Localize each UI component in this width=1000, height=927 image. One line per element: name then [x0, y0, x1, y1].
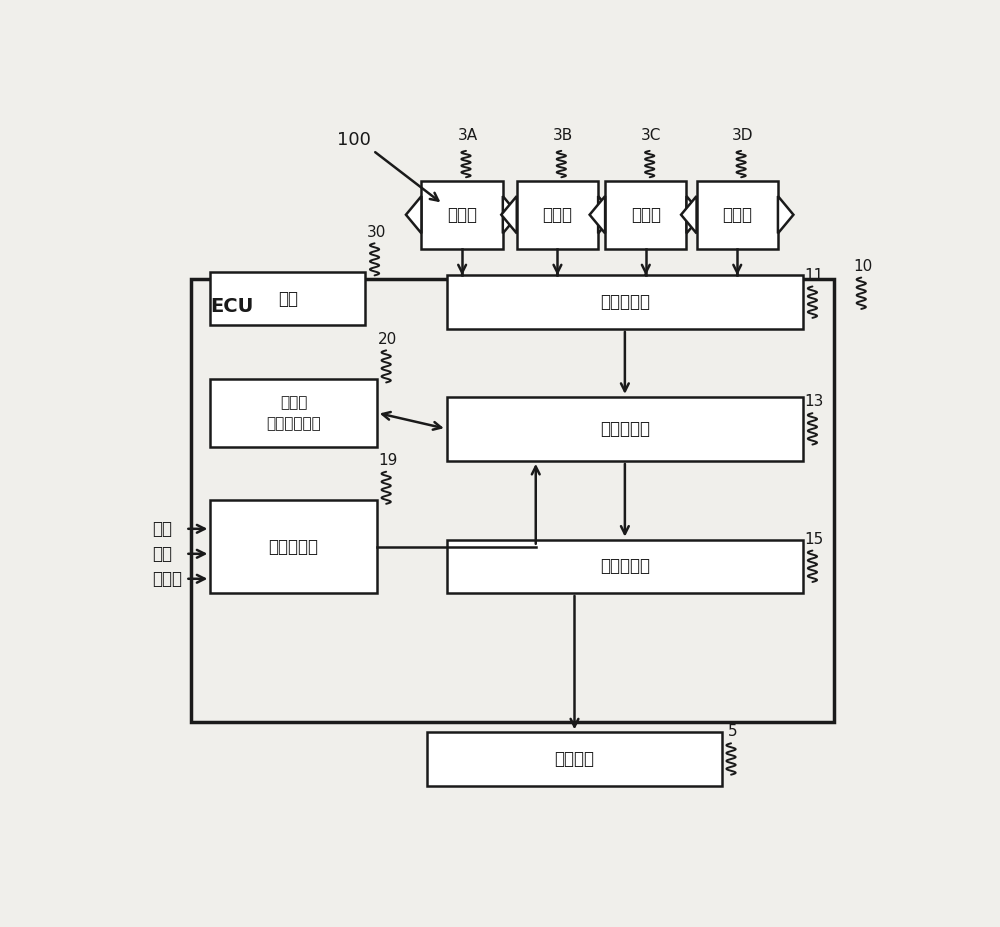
Polygon shape: [598, 197, 614, 234]
Bar: [210, 501, 377, 593]
Text: 20: 20: [378, 332, 397, 347]
Text: 3A: 3A: [457, 128, 478, 143]
Bar: [427, 732, 722, 786]
Text: 电源: 电源: [278, 289, 298, 308]
Text: 右相机: 右相机: [542, 206, 572, 223]
Text: 显示装置: 显示装置: [554, 750, 594, 768]
Text: 3B: 3B: [553, 128, 573, 143]
Text: 100: 100: [337, 131, 371, 149]
Text: 11: 11: [804, 268, 824, 283]
Bar: [517, 181, 598, 248]
Polygon shape: [686, 197, 702, 234]
Text: 30: 30: [366, 225, 386, 240]
Polygon shape: [503, 197, 518, 234]
Bar: [210, 272, 365, 325]
Bar: [697, 181, 778, 248]
Text: 前相机: 前相机: [447, 206, 477, 223]
Text: 15: 15: [804, 532, 824, 547]
Polygon shape: [590, 197, 605, 234]
Text: 13: 13: [804, 394, 824, 409]
Text: 19: 19: [378, 453, 397, 468]
Text: 后相机: 后相机: [722, 206, 752, 223]
Text: 转向角: 转向角: [152, 570, 182, 588]
Text: 3D: 3D: [732, 128, 753, 143]
Text: 图像处理部: 图像处理部: [600, 420, 650, 438]
Polygon shape: [501, 197, 517, 234]
Bar: [210, 379, 377, 447]
Bar: [447, 397, 803, 461]
Bar: [421, 181, 503, 248]
Polygon shape: [778, 197, 793, 234]
Polygon shape: [681, 197, 697, 234]
Text: 信息处理部: 信息处理部: [269, 538, 319, 555]
Text: 左相机: 左相机: [631, 206, 661, 223]
Text: 输出处理部: 输出处理部: [600, 557, 650, 576]
Text: 5: 5: [728, 724, 737, 740]
Bar: [605, 181, 686, 248]
Bar: [447, 540, 803, 593]
Text: 换挡: 换挡: [152, 520, 172, 538]
Text: 3C: 3C: [641, 128, 661, 143]
Bar: [447, 275, 803, 329]
Text: 输入处理部: 输入处理部: [600, 293, 650, 311]
Text: 10: 10: [853, 259, 872, 273]
Text: 存储器
（内部参数）: 存储器 （内部参数）: [266, 395, 321, 431]
Bar: [191, 279, 834, 721]
Text: 车速: 车速: [152, 545, 172, 563]
Polygon shape: [406, 197, 421, 234]
Text: ECU: ECU: [210, 297, 254, 316]
